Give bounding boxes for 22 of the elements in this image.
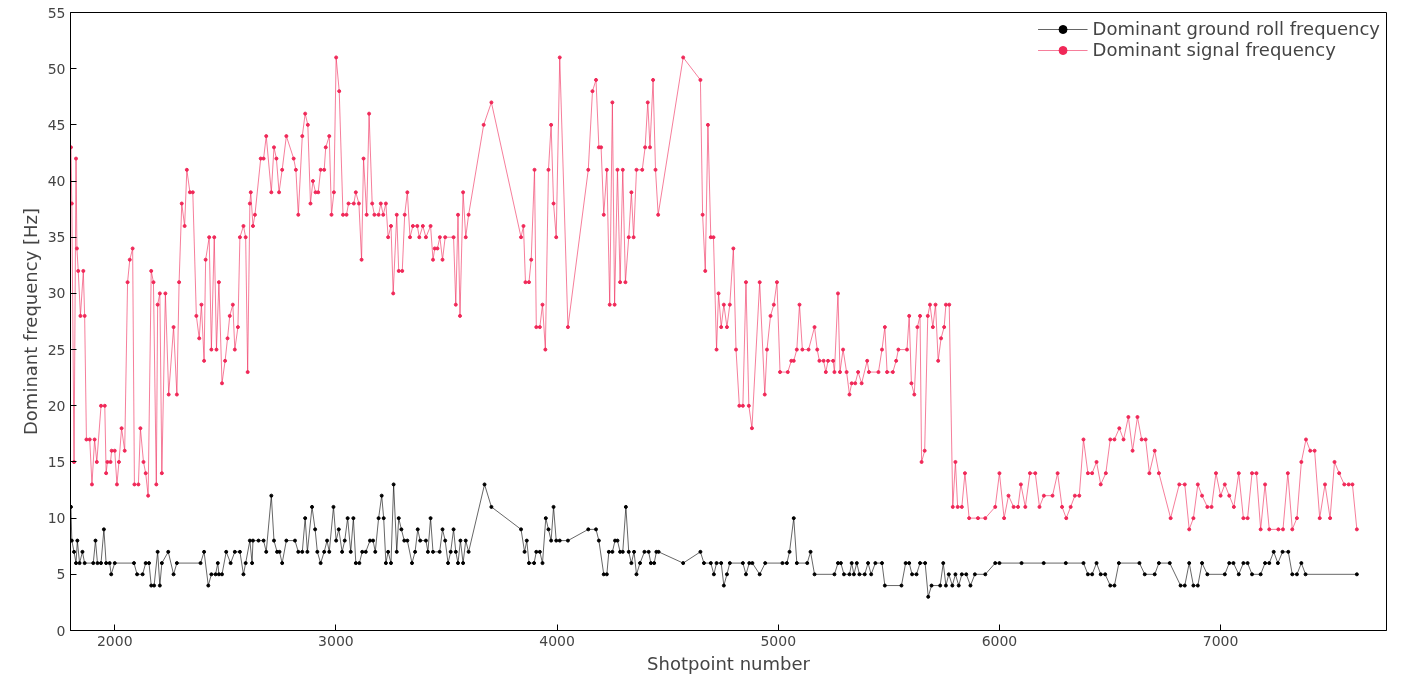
x-tick-label: 5000 xyxy=(760,632,797,649)
y-tick-label: 20 xyxy=(47,397,66,414)
y-tick-label: 45 xyxy=(47,116,66,133)
y-tick-label: 5 xyxy=(56,566,66,583)
x-tick-label: 4000 xyxy=(539,632,575,649)
x-tick-label: 6000 xyxy=(981,632,1018,649)
y-tick-label: 35 xyxy=(47,229,66,246)
x-tick-label: 7000 xyxy=(1202,632,1239,649)
x-tick-label: 2000 xyxy=(96,632,133,649)
y-tick-label: 25 xyxy=(47,341,66,358)
y-axis-title: Dominant frequency [Hz] xyxy=(19,207,41,436)
y-tick-label: 30 xyxy=(47,285,66,302)
x-axis-title: Shotpoint number xyxy=(647,652,811,674)
legend-label: Dominant signal frequency xyxy=(1092,39,1336,60)
y-tick-label: 0 xyxy=(56,622,66,639)
y-tick-label: 55 xyxy=(47,4,66,21)
x-tick-label: 3000 xyxy=(318,632,354,649)
y-tick-label: 10 xyxy=(47,510,66,527)
y-tick-label: 50 xyxy=(47,60,66,77)
y-tick-label: 15 xyxy=(47,453,66,470)
legend-label: Dominant ground roll frequency xyxy=(1092,18,1380,39)
y-tick-label: 40 xyxy=(47,173,66,190)
